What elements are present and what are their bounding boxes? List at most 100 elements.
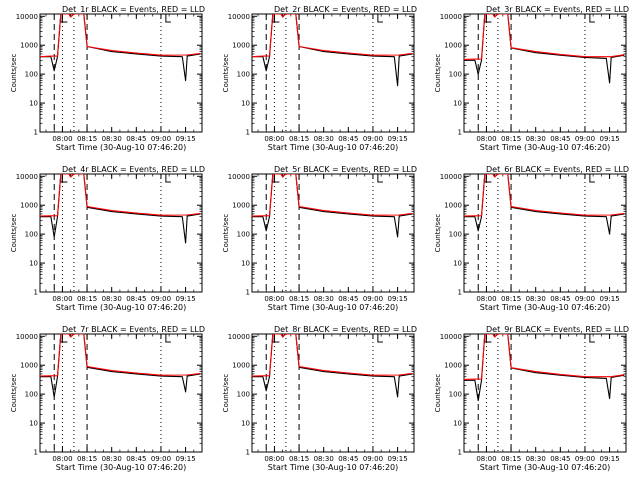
flag-marker xyxy=(273,14,280,23)
flag-marker xyxy=(589,14,595,23)
time-markers xyxy=(477,174,595,292)
y-tick-label: 100 xyxy=(25,71,38,79)
y-tick-label: 10000 xyxy=(440,173,462,181)
y-tick-label: 1000 xyxy=(232,202,250,210)
x-axis-label: Start Time (30-Aug-10 07:46:20) xyxy=(480,463,611,472)
x-tick-label: 08:30 xyxy=(526,455,546,463)
y-tick-label: 1 xyxy=(34,129,38,137)
x-tick-label: 08:45 xyxy=(550,455,570,463)
series-line-lld xyxy=(252,334,413,377)
y-tick-label: 1 xyxy=(458,289,462,297)
flag-marker xyxy=(484,334,490,343)
x-tick-label: 09:00 xyxy=(363,455,383,463)
x-tick-label: 09:15 xyxy=(387,135,407,143)
flag-marker xyxy=(273,334,280,343)
series-line-lld xyxy=(464,14,625,61)
y-axis-label: Counts/sec xyxy=(222,54,230,93)
flag-marker xyxy=(60,14,66,23)
y-tick-label: 10 xyxy=(453,420,462,428)
flag-marker xyxy=(165,174,171,183)
y-tick-label: 1000 xyxy=(20,42,38,50)
y-tick-label: 100 xyxy=(237,71,250,79)
x-tick-label: 09:15 xyxy=(599,135,619,143)
x-tick-label: 08:15 xyxy=(77,455,97,463)
series-line-events xyxy=(40,14,201,82)
x-axis-label: Start Time (30-Aug-10 07:46:20) xyxy=(268,143,399,152)
y-tick-label: 10000 xyxy=(16,13,38,21)
time-markers xyxy=(477,334,595,452)
panel-title: Det_7r BLACK = Events, RED = LLD xyxy=(62,325,205,334)
panel-title: Det_9r BLACK = Events, RED = LLD xyxy=(486,325,629,334)
detector-panel: 1 10 100 1000 10000 08:00 08:15 08:30 08:45 09:00… xyxy=(434,325,629,472)
x-tick-label: 08:45 xyxy=(550,295,570,303)
detector-panel: 1 10 100 1000 10000 08:00 08:15 08:30 08:45 09:00… xyxy=(222,165,417,312)
x-tick-label: 09:00 xyxy=(151,455,171,463)
y-tick-label: 1000 xyxy=(444,362,462,370)
series-line-events xyxy=(252,334,413,398)
x-axis-label: Start Time (30-Aug-10 07:46:20) xyxy=(56,463,187,472)
x-tick-label: 08:00 xyxy=(476,135,496,143)
series-line-events xyxy=(40,334,201,398)
x-tick-label: 08:00 xyxy=(52,295,72,303)
flag-marker xyxy=(272,14,278,23)
y-tick-label: 10 xyxy=(241,420,250,428)
y-tick-label: 10 xyxy=(29,100,38,108)
series-line-lld xyxy=(40,334,201,377)
x-tick-label: 08:00 xyxy=(476,295,496,303)
panel-title: Det_6r BLACK = Events, RED = LLD xyxy=(486,165,629,174)
series-line-lld xyxy=(252,14,413,58)
x-tick-label: 08:00 xyxy=(264,135,284,143)
x-tick-label: 09:15 xyxy=(599,455,619,463)
panel-title: Det_5r BLACK = Events, RED = LLD xyxy=(274,165,417,174)
y-tick-label: 100 xyxy=(449,71,462,79)
flag-marker xyxy=(61,334,68,343)
flag-marker xyxy=(272,174,278,183)
detector-panel: 1 10 100 1000 10000 08:00 08:15 08:30 08:45 09:00… xyxy=(222,5,417,152)
x-tick-label: 08:15 xyxy=(289,135,309,143)
y-tick-label: 10000 xyxy=(228,333,250,341)
y-tick-label: 10000 xyxy=(228,13,250,21)
y-tick-label: 1000 xyxy=(232,362,250,370)
plot-frame xyxy=(251,173,415,293)
y-tick-label: 100 xyxy=(449,231,462,239)
series-group xyxy=(40,14,201,82)
x-tick-label: 08:45 xyxy=(550,135,570,143)
series-group xyxy=(252,174,413,238)
y-axis-label: Counts/sec xyxy=(222,374,230,413)
panel-title: Det_8r BLACK = Events, RED = LLD xyxy=(274,325,417,334)
x-tick-label: 08:45 xyxy=(126,455,146,463)
y-tick-label: 1000 xyxy=(20,362,38,370)
series-group xyxy=(464,174,625,235)
y-tick-label: 100 xyxy=(25,391,38,399)
series-group xyxy=(252,14,413,87)
x-tick-label: 08:45 xyxy=(126,295,146,303)
x-tick-label: 08:30 xyxy=(102,135,122,143)
plot-frame xyxy=(251,333,415,453)
x-tick-label: 09:00 xyxy=(363,135,383,143)
y-tick-label: 10000 xyxy=(440,333,462,341)
series-line-events xyxy=(252,174,413,238)
detector-panel: 1 10 100 1000 10000 08:00 08:15 08:30 08:45 09:00… xyxy=(10,165,205,312)
y-tick-label: 1 xyxy=(246,289,250,297)
detector-panel: 1 10 100 1000 10000 08:00 08:15 08:30 08:45 09:00… xyxy=(434,165,629,312)
panel-title: Det_4r BLACK = Events, RED = LLD xyxy=(62,165,205,174)
y-tick-label: 100 xyxy=(237,231,250,239)
y-tick-label: 1000 xyxy=(444,202,462,210)
x-tick-label: 08:15 xyxy=(289,455,309,463)
x-tick-label: 09:00 xyxy=(575,135,595,143)
flag-marker xyxy=(484,174,490,183)
x-axis-label: Start Time (30-Aug-10 07:46:20) xyxy=(268,303,399,312)
x-tick-label: 08:30 xyxy=(526,295,546,303)
x-tick-label: 09:00 xyxy=(575,295,595,303)
y-tick-label: 100 xyxy=(449,391,462,399)
x-tick-label: 08:45 xyxy=(338,455,358,463)
x-tick-label: 08:45 xyxy=(338,135,358,143)
x-tick-label: 09:15 xyxy=(175,295,195,303)
detector-panel: 1 10 100 1000 10000 08:00 08:15 08:30 08:45 09:00… xyxy=(222,325,417,472)
y-tick-label: 100 xyxy=(25,231,38,239)
y-axis-label: Counts/sec xyxy=(434,374,442,413)
plot-frame xyxy=(463,13,627,133)
y-tick-label: 1 xyxy=(34,289,38,297)
flag-marker xyxy=(589,334,595,343)
x-tick-label: 09:15 xyxy=(175,135,195,143)
